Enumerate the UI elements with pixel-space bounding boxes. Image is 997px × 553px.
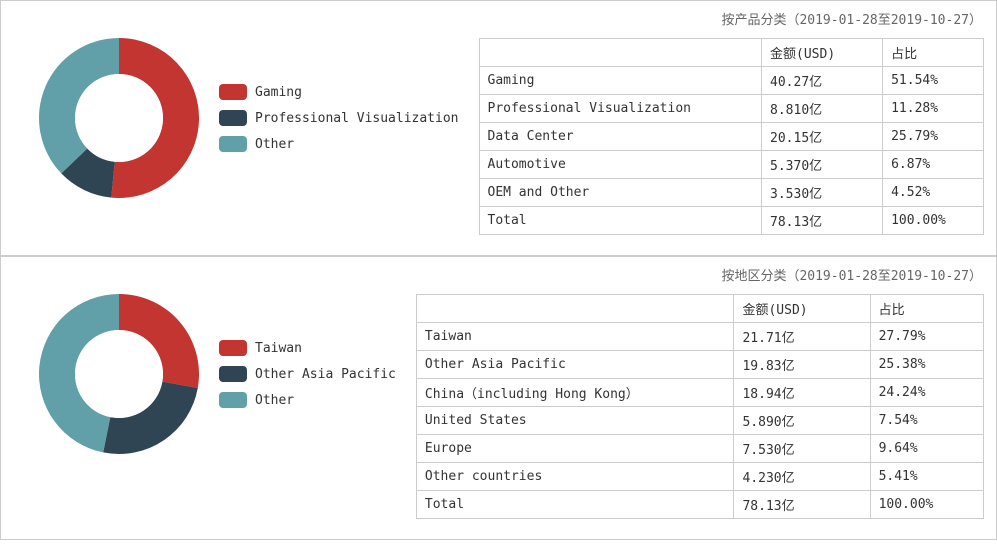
- cell-pct: 100.00%: [883, 207, 984, 235]
- cell-name: Taiwan: [416, 323, 734, 351]
- cell-name: Professional Visualization: [479, 95, 762, 123]
- donut-hole: [75, 74, 163, 162]
- section-body: Taiwan Other Asia Pacific Other 金额(USD) …: [9, 294, 988, 519]
- section-title: 按产品分类（2019-01-28至2019-10-27）: [9, 5, 988, 38]
- legend-swatch: [219, 392, 247, 408]
- cell-name: China（including Hong Kong）: [416, 379, 734, 407]
- cell-pct: 25.38%: [870, 351, 983, 379]
- table-row: Europe 7.530亿 9.64%: [416, 435, 983, 463]
- table-header: 占比: [883, 39, 984, 67]
- donut-hole: [75, 330, 163, 418]
- cell-amount: 20.15亿: [762, 123, 883, 151]
- donut-chart: [39, 38, 199, 198]
- chart-area: Taiwan Other Asia Pacific Other: [39, 294, 396, 454]
- cell-name: Europe: [416, 435, 734, 463]
- table-row: United States 5.890亿 7.54%: [416, 407, 983, 435]
- legend-label: Other: [255, 393, 294, 408]
- legend: Gaming Professional Visualization Other: [219, 84, 459, 152]
- legend-swatch: [219, 110, 247, 126]
- cell-pct: 9.64%: [870, 435, 983, 463]
- table-header: [479, 39, 762, 67]
- legend-swatch: [219, 84, 247, 100]
- data-table: 金额(USD) 占比 Taiwan 21.71亿 27.79% Other As…: [416, 294, 984, 519]
- section: 按产品分类（2019-01-28至2019-10-27） Gaming Prof…: [0, 0, 997, 256]
- table-row: Professional Visualization 8.810亿 11.28%: [479, 95, 984, 123]
- cell-pct: 25.79%: [883, 123, 984, 151]
- legend-item: Gaming: [219, 84, 459, 100]
- cell-pct: 100.00%: [870, 491, 983, 519]
- table-row: Taiwan 21.71亿 27.79%: [416, 323, 983, 351]
- cell-name: United States: [416, 407, 734, 435]
- cell-pct: 4.52%: [883, 179, 984, 207]
- legend-swatch: [219, 340, 247, 356]
- legend-swatch: [219, 136, 247, 152]
- cell-amount: 18.94亿: [734, 379, 870, 407]
- table-header: 金额(USD): [734, 295, 870, 323]
- data-table: 金额(USD) 占比 Gaming 40.27亿 51.54% Professi…: [479, 38, 985, 235]
- legend-item: Taiwan: [219, 340, 396, 356]
- section-body: Gaming Professional Visualization Other …: [9, 38, 988, 235]
- cell-amount: 21.71亿: [734, 323, 870, 351]
- cell-amount: 5.890亿: [734, 407, 870, 435]
- cell-pct: 11.28%: [883, 95, 984, 123]
- table-row: Total 78.13亿 100.00%: [479, 207, 984, 235]
- cell-pct: 7.54%: [870, 407, 983, 435]
- cell-pct: 6.87%: [883, 151, 984, 179]
- cell-amount: 5.370亿: [762, 151, 883, 179]
- cell-pct: 5.41%: [870, 463, 983, 491]
- cell-name: Other Asia Pacific: [416, 351, 734, 379]
- donut-chart: [39, 294, 199, 454]
- chart-area: Gaming Professional Visualization Other: [39, 38, 459, 198]
- cell-pct: 27.79%: [870, 323, 983, 351]
- cell-amount: 4.230亿: [734, 463, 870, 491]
- legend-label: Other Asia Pacific: [255, 367, 396, 382]
- table-row: Data Center 20.15亿 25.79%: [479, 123, 984, 151]
- table-area: 金额(USD) 占比 Taiwan 21.71亿 27.79% Other As…: [416, 294, 988, 519]
- legend-label: Other: [255, 137, 294, 152]
- legend-item: Professional Visualization: [219, 110, 459, 126]
- cell-pct: 24.24%: [870, 379, 983, 407]
- table-header: [416, 295, 734, 323]
- cell-amount: 8.810亿: [762, 95, 883, 123]
- cell-name: Data Center: [479, 123, 762, 151]
- cell-name: Gaming: [479, 67, 762, 95]
- cell-amount: 3.530亿: [762, 179, 883, 207]
- legend: Taiwan Other Asia Pacific Other: [219, 340, 396, 408]
- table-row: Automotive 5.370亿 6.87%: [479, 151, 984, 179]
- cell-name: Automotive: [479, 151, 762, 179]
- legend-label: Gaming: [255, 85, 302, 100]
- section: 按地区分类（2019-01-28至2019-10-27） Taiwan Othe…: [0, 256, 997, 540]
- section-title: 按地区分类（2019-01-28至2019-10-27）: [9, 261, 988, 294]
- legend-item: Other: [219, 392, 396, 408]
- table-row: OEM and Other 3.530亿 4.52%: [479, 179, 984, 207]
- table-row: Other Asia Pacific 19.83亿 25.38%: [416, 351, 983, 379]
- legend-swatch: [219, 366, 247, 382]
- table-area: 金额(USD) 占比 Gaming 40.27亿 51.54% Professi…: [479, 38, 989, 235]
- legend-label: Professional Visualization: [255, 111, 459, 126]
- cell-pct: 51.54%: [883, 67, 984, 95]
- table-row: Other countries 4.230亿 5.41%: [416, 463, 983, 491]
- cell-amount: 78.13亿: [734, 491, 870, 519]
- cell-name: Other countries: [416, 463, 734, 491]
- table-row: Total 78.13亿 100.00%: [416, 491, 983, 519]
- cell-name: OEM and Other: [479, 179, 762, 207]
- cell-amount: 19.83亿: [734, 351, 870, 379]
- legend-item: Other Asia Pacific: [219, 366, 396, 382]
- cell-name: Total: [479, 207, 762, 235]
- cell-amount: 7.530亿: [734, 435, 870, 463]
- legend-label: Taiwan: [255, 341, 302, 356]
- table-row: Gaming 40.27亿 51.54%: [479, 67, 984, 95]
- cell-name: Total: [416, 491, 734, 519]
- legend-item: Other: [219, 136, 459, 152]
- table-header: 金额(USD): [762, 39, 883, 67]
- table-row: China（including Hong Kong） 18.94亿 24.24%: [416, 379, 983, 407]
- cell-amount: 78.13亿: [762, 207, 883, 235]
- table-header: 占比: [870, 295, 983, 323]
- cell-amount: 40.27亿: [762, 67, 883, 95]
